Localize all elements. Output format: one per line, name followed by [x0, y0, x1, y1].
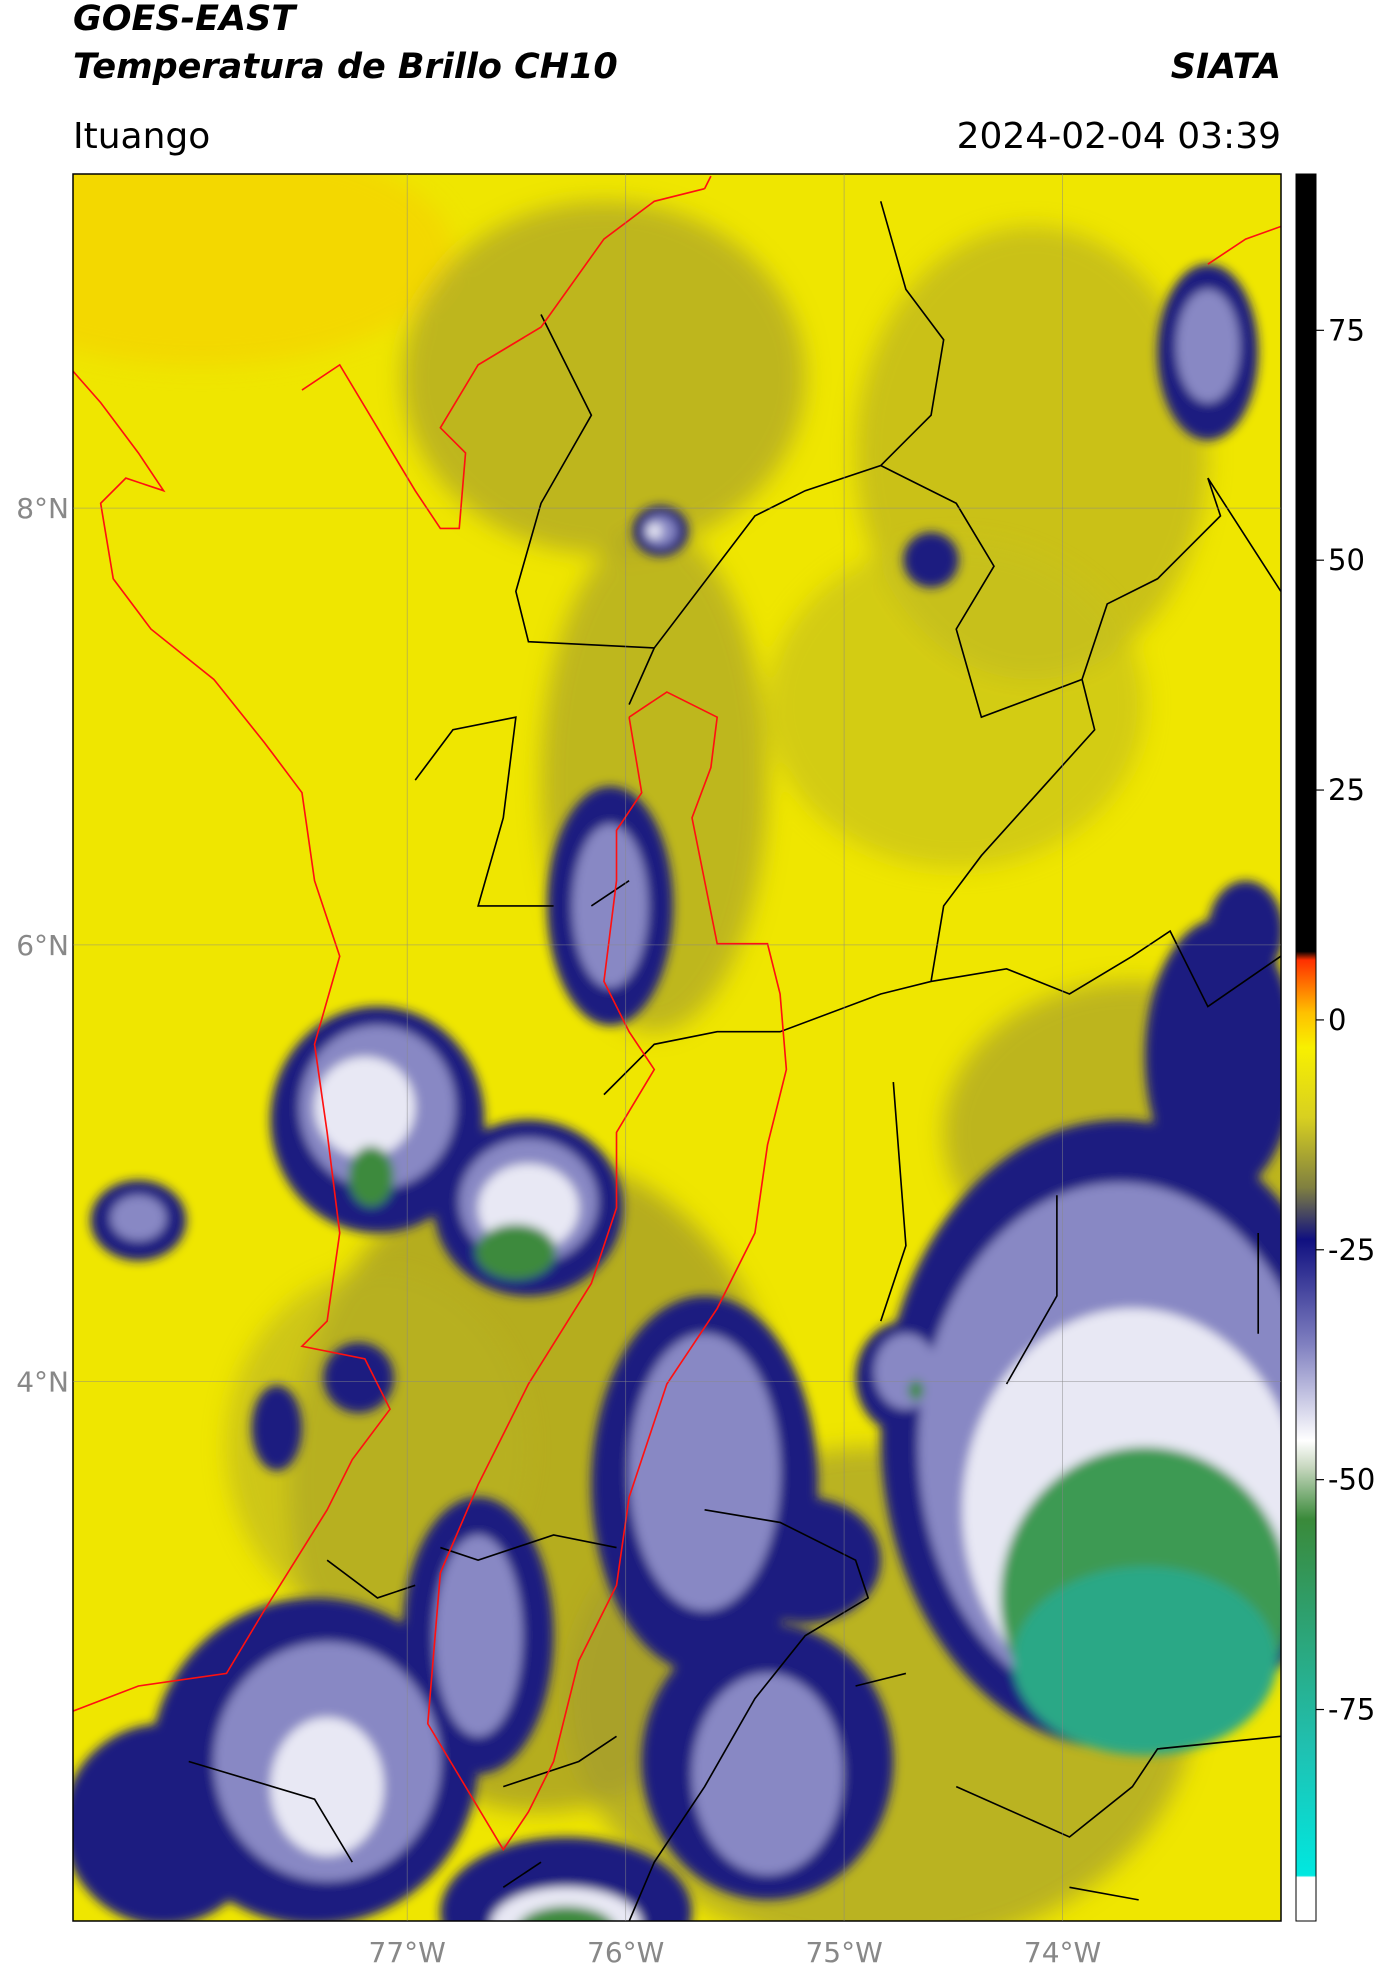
lon-label: 75°W [805, 1936, 882, 1969]
location: Ituango [73, 116, 210, 157]
imagery [73, 174, 1281, 1921]
map-frame [72, 173, 1282, 1922]
source: SIATA [1171, 47, 1281, 87]
lon-label: 76°W [587, 1936, 664, 1969]
colorbar-tick-label: -25 [1328, 1233, 1375, 1267]
colorbar [1295, 173, 1317, 1922]
lat-label: 4°N [16, 1366, 69, 1399]
colorbar-tick-label: -50 [1328, 1463, 1375, 1497]
colorbar-tick-label: 25 [1328, 773, 1365, 807]
subtitle: Temperatura de Brillo CH10 [73, 47, 618, 87]
title: GOES-EAST [73, 0, 298, 39]
datetime: 2024-02-04 03:39 [957, 116, 1281, 157]
lon-label: 77°W [369, 1936, 446, 1969]
overlay: 77°W 76°W 75°W 74°W 8°N 6°N 4°N 75 50 25 0 -25 -50 -7… [16, 174, 1375, 1969]
lon-label: 74°W [1024, 1936, 1101, 1969]
lat-label: 6°N [16, 929, 69, 962]
colorbar-tick-label: 0 [1328, 1003, 1346, 1037]
clouds [73, 264, 1281, 1921]
colorbar-tick-label: -75 [1328, 1693, 1375, 1727]
colorbar-tick-label: 75 [1328, 313, 1365, 347]
colorbar-tick-label: 50 [1328, 543, 1365, 577]
lat-label: 8°N [16, 492, 69, 525]
